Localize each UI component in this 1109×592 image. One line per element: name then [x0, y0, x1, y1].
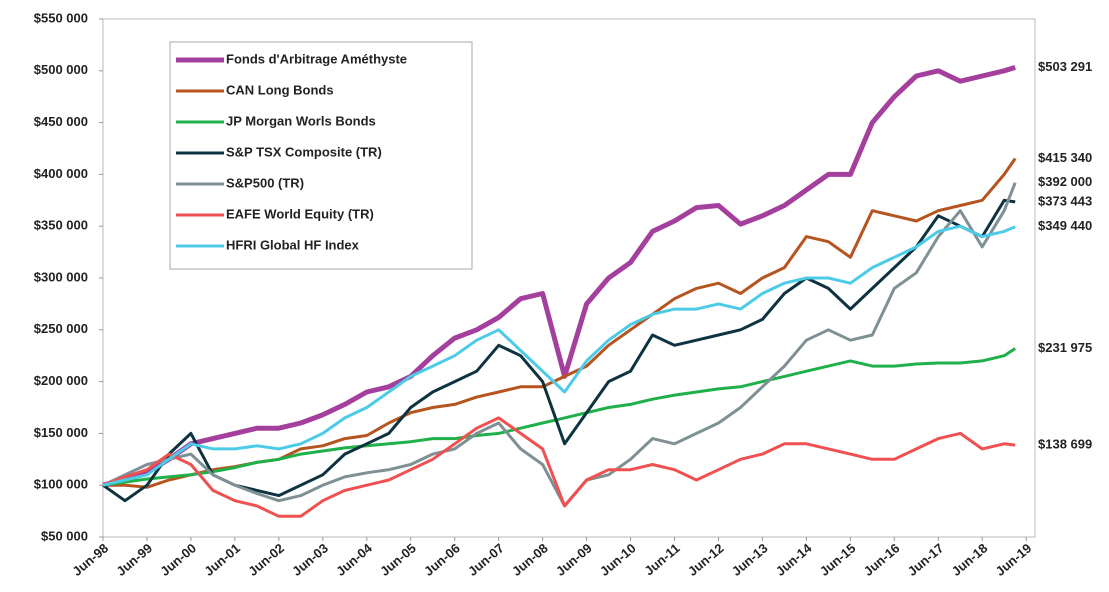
x-tick-label: Jun-08 — [509, 540, 551, 578]
end-label: $415 340 — [1038, 150, 1092, 165]
y-tick-label: $500 000 — [34, 62, 88, 77]
x-tick-label: Jun-16 — [861, 540, 903, 578]
x-tick-label: Jun-17 — [905, 540, 947, 578]
y-tick-label: $300 000 — [34, 269, 88, 284]
legend-box — [169, 41, 473, 270]
end-label: $138 699 — [1038, 437, 1092, 452]
legend-label: S&P TSX Composite (TR) — [226, 144, 382, 159]
y-tick-label: $250 000 — [34, 321, 88, 336]
x-tick-label: Jun-99 — [113, 540, 155, 578]
x-tick-label: Jun-04 — [333, 540, 375, 579]
x-tick-label: Jun-07 — [465, 540, 507, 578]
y-tick-label: $550 000 — [34, 10, 88, 25]
x-tick-label: Jun-05 — [377, 540, 419, 578]
y-tick-label: $450 000 — [34, 114, 88, 129]
x-tick-label: Jun-02 — [245, 540, 287, 578]
x-tick-label: Jun-98 — [69, 540, 111, 578]
end-label: $503 291 — [1038, 59, 1092, 74]
legend-label: Fonds d'Arbitrage Améthyste — [226, 51, 407, 66]
x-tick-label: Jun-06 — [421, 540, 463, 578]
y-tick-label: $100 000 — [34, 477, 88, 492]
legend-label: JP Morgan Worls Bonds — [226, 113, 376, 128]
end-label: $231 975 — [1038, 340, 1092, 355]
x-tick-label: Jun-09 — [553, 540, 595, 578]
series-line — [102, 347, 1017, 487]
x-tick-label: Jun-03 — [289, 540, 331, 578]
y-tick-label: $150 000 — [34, 425, 88, 440]
x-tick-label: Jun-19 — [993, 540, 1035, 578]
legend-label: CAN Long Bonds — [226, 82, 334, 97]
series-line — [102, 416, 1016, 518]
x-tick-label: Jun-00 — [157, 540, 199, 578]
x-tick-label: Jun-15 — [817, 540, 859, 578]
y-tick-label: $400 000 — [34, 166, 88, 181]
end-label: $373 443 — [1038, 193, 1092, 208]
end-label: $349 440 — [1038, 218, 1092, 233]
legend-label: EAFE World Equity (TR) — [226, 206, 374, 221]
x-tick-label: Jun-13 — [729, 540, 771, 578]
y-tick-label: $350 000 — [34, 218, 88, 233]
y-tick-label: $50 000 — [41, 528, 88, 543]
x-tick-label: Jun-10 — [597, 540, 639, 578]
legend-label: HFRI Global HF Index — [226, 237, 360, 252]
legend-label: S&P500 (TR) — [226, 175, 304, 190]
x-tick-label: Jun-18 — [949, 540, 991, 578]
y-tick-label: $200 000 — [34, 373, 88, 388]
series-line — [102, 224, 1016, 487]
x-tick-label: Jun-01 — [201, 540, 243, 578]
x-tick-label: Jun-14 — [773, 540, 815, 579]
x-tick-label: Jun-11 — [641, 540, 682, 578]
end-label: $392 000 — [1038, 174, 1092, 189]
x-tick-label: Jun-12 — [685, 540, 727, 578]
series-line — [102, 198, 1016, 503]
